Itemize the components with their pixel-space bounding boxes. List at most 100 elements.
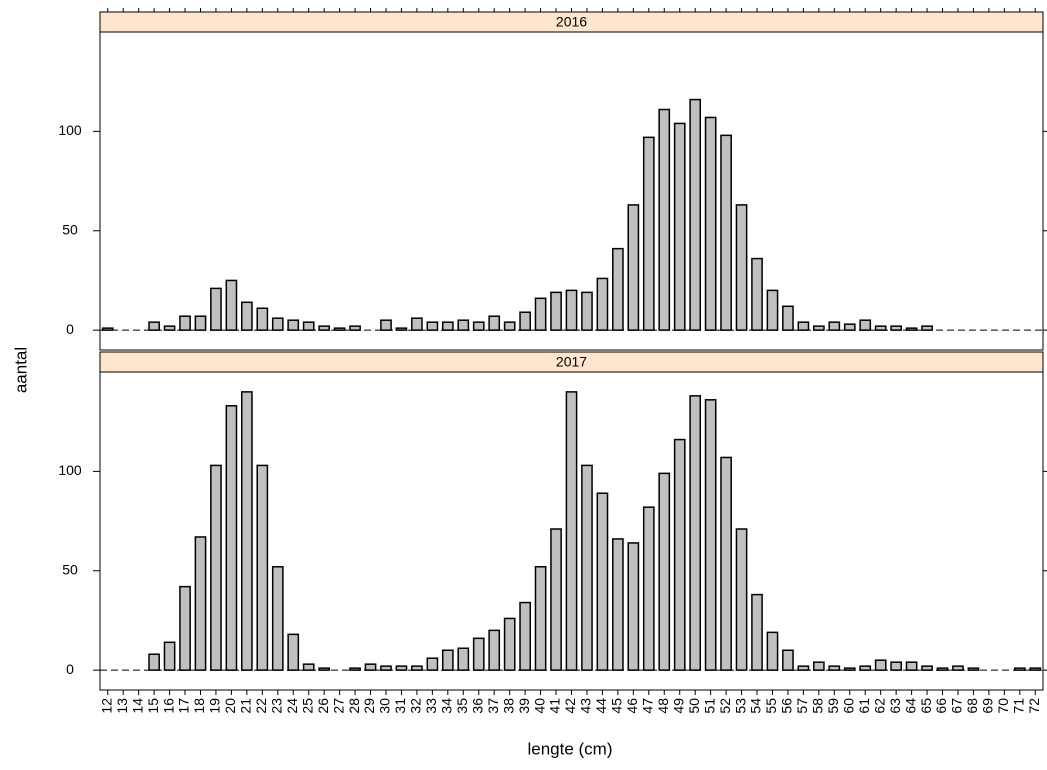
x-tick-label: 66 [933, 698, 949, 714]
bar [859, 319, 872, 331]
bar [782, 649, 794, 671]
bar [550, 528, 562, 671]
bar [843, 323, 856, 331]
bar [596, 492, 609, 671]
x-tick-label: 53 [732, 698, 748, 714]
x-tick-label: 67 [949, 698, 965, 714]
bar [271, 317, 284, 331]
bar [426, 321, 439, 331]
bar [627, 542, 640, 671]
x-tick-label: 36 [469, 698, 485, 714]
bar [874, 659, 887, 671]
bar [921, 665, 933, 671]
x-tick-label: 20 [222, 698, 238, 714]
x-tick-label: 59 [825, 698, 841, 714]
bar [441, 321, 454, 331]
bar [689, 98, 702, 331]
x-tick-label: 43 [578, 698, 594, 714]
bar [565, 391, 578, 671]
bar [225, 279, 238, 331]
bar [426, 657, 439, 671]
x-tick-label: 12 [98, 698, 114, 714]
x-tick-label: 58 [810, 698, 826, 714]
x-tick-label: 56 [779, 698, 795, 714]
x-tick-label: 40 [531, 698, 547, 714]
bar [256, 307, 269, 331]
bar [210, 464, 222, 671]
bar [241, 391, 253, 671]
x-tick-label: 35 [454, 698, 470, 714]
bar [751, 257, 763, 331]
x-tick-label: 32 [408, 698, 424, 714]
bar [642, 136, 655, 331]
x-tick-label: 21 [238, 698, 254, 714]
x-tick-label: 63 [887, 698, 903, 714]
bar [612, 538, 624, 671]
y-tick-label: 100 [58, 462, 82, 478]
x-tick-label: 27 [330, 698, 346, 714]
bar [380, 665, 392, 671]
bar [519, 311, 531, 331]
x-tick-label: 49 [670, 698, 686, 714]
bar [302, 663, 315, 671]
bar [457, 647, 470, 671]
bar [148, 653, 160, 671]
bar [704, 116, 717, 331]
x-tick-label: 16 [160, 698, 176, 714]
bar [921, 325, 933, 331]
y-tick-label: 50 [62, 221, 78, 237]
x-tick-label: 37 [485, 698, 501, 714]
x-tick-label: 61 [856, 698, 872, 714]
bar [318, 325, 331, 331]
bar [890, 661, 902, 671]
x-tick-label: 18 [191, 698, 207, 714]
panel-title: 2017 [556, 354, 587, 370]
x-tick-label: 22 [253, 698, 269, 714]
x-tick-label: 47 [639, 698, 655, 714]
x-tick-label: 72 [1026, 698, 1042, 714]
bar [673, 438, 686, 671]
x-tick-label: 50 [686, 698, 702, 714]
bar [488, 629, 501, 671]
bar [952, 665, 964, 671]
bar [364, 663, 377, 671]
bar [287, 633, 300, 671]
bar [890, 325, 902, 331]
bar [735, 528, 748, 671]
x-tick-label: 33 [423, 698, 439, 714]
bar [472, 321, 485, 331]
bar [689, 395, 702, 671]
bar [797, 321, 810, 331]
bar [967, 667, 980, 671]
bar [797, 665, 810, 671]
x-tick-label: 54 [748, 698, 764, 714]
bar [271, 566, 284, 671]
bar [488, 315, 501, 331]
bar [581, 291, 593, 331]
bar [194, 536, 207, 671]
plot-frame [99, 31, 1044, 351]
x-tick-label: 24 [284, 698, 300, 714]
bar [812, 325, 825, 331]
bar [612, 247, 624, 331]
bar [349, 667, 361, 671]
bar [179, 315, 191, 331]
bar [395, 327, 408, 331]
panel-title: 2016 [556, 14, 587, 30]
bar [596, 277, 609, 331]
x-tick-label: 64 [902, 698, 918, 714]
bar [1029, 667, 1042, 671]
bar [163, 325, 176, 331]
x-tick-label: 19 [207, 698, 223, 714]
bar [751, 593, 763, 671]
bar [411, 317, 423, 331]
bar [241, 301, 253, 331]
bar [936, 667, 949, 671]
x-axis-label: lengte (cm) [527, 739, 612, 758]
x-tick-label: 70 [995, 698, 1011, 714]
bar [411, 665, 423, 671]
y-tick-label: 50 [62, 561, 78, 577]
bar [395, 665, 408, 671]
bar [148, 321, 160, 331]
x-tick-label: 30 [377, 698, 393, 714]
